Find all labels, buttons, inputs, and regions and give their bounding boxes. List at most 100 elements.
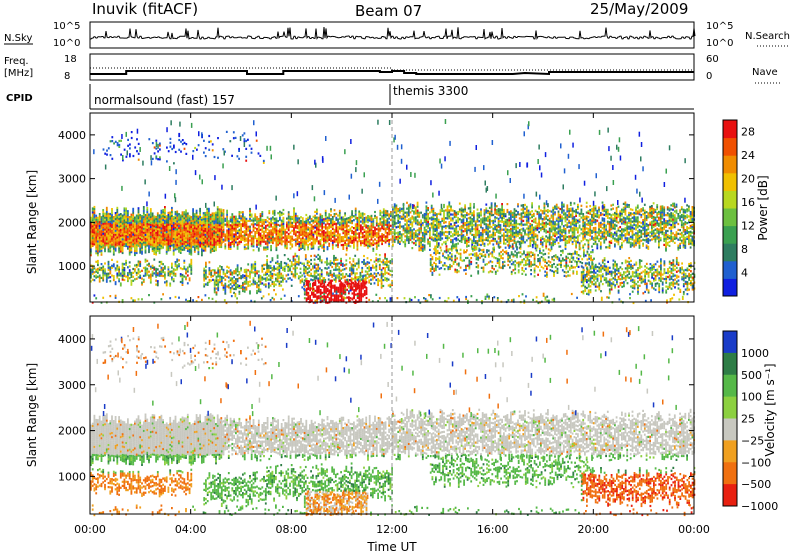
power-scatter-cell [124,237,126,239]
power-scatter-cell [219,275,221,277]
power-scatter-cell [381,277,383,279]
power-scatter-cell [394,211,396,213]
power-scatter-cell [203,238,205,240]
date-title: 25/May/2009 [590,0,688,18]
power-scatter-cell [470,219,472,221]
power-scatter-cell [383,240,385,242]
power-scatter-cell [272,232,274,234]
power-scatter-cell [176,260,178,262]
power-scatter-cell [146,237,148,239]
power-scatter-cell [381,237,383,239]
power-scatter-cell [427,209,429,211]
power-scatter-cell [136,234,138,236]
power-scatter-cell [313,290,315,292]
power-scatter-cell [253,268,255,270]
power-scatter-cell [410,217,412,219]
power-scatter-cell [131,241,133,243]
power-scatter-cell [256,284,258,286]
power-scatter-cell [192,246,194,248]
power-scatter-cell [138,276,140,278]
power-scatter-cell [459,234,461,236]
power-scatter-cell [159,265,161,267]
power-scatter-cell [111,222,113,224]
power-scatter-cell [157,224,159,226]
power-scatter-cell [263,223,265,225]
power-scatter-cell [180,234,182,236]
power-scatter-cell [118,214,120,216]
power-scatter-cell [321,225,323,227]
power-scatter-cell [182,247,184,249]
power-scatter-cell [115,236,117,238]
power-scatter-cell [318,223,320,225]
power-scatter-cell [104,230,106,232]
power-scatter-cell [131,276,133,278]
power-scatter-cell [139,218,141,220]
power-scatter-cell [210,232,212,234]
power-scatter-cell [199,243,201,245]
power-scatter-cell [240,275,242,277]
power-scatter-cell [168,247,170,249]
power-scatter-cell [332,244,334,246]
power-scatter-cell [318,232,320,234]
power-scatter-cell [290,218,292,220]
power-scatter-cell [92,217,94,219]
power-scatter-cell [240,215,242,217]
power-scatter-cell [182,249,184,251]
power-scatter-cell [201,254,203,256]
power-scatter-cell [371,233,373,235]
power-scatter-cell [208,230,210,232]
power-scatter-cell [97,219,99,221]
power-scatter-cell [166,233,168,235]
power-scatter-cell [295,244,297,246]
power-scatter-cell [139,216,141,218]
power-scatter-cell [360,215,362,217]
power-scatter-cell [471,220,473,222]
power-scatter-cell [364,219,366,221]
power-scatter-cell [387,240,389,242]
power-scatter-cell [99,231,101,233]
power-scatter-cell [251,265,253,267]
power-scatter-cell [475,226,477,228]
power-scatter-cell [190,263,192,265]
power-scatter-cell [131,225,133,227]
power-scatter-cell [440,209,442,211]
power-scatter-cell [277,266,279,268]
power-scatter-cell [307,228,309,230]
power-scatter-cell [180,242,182,244]
power-scatter-cell [237,270,239,272]
power-scatter-cell [377,280,379,282]
power-scatter-cell [350,237,352,239]
power-scatter-cell [304,279,306,281]
power-scatter-cell [138,223,140,225]
power-scatter-cell [455,239,457,241]
power-scatter-cell [378,241,380,243]
power-scatter-cell [358,226,360,228]
power-scatter-cell [208,233,210,235]
power-scatter-cell [404,229,406,231]
power-scatter-cell [176,216,178,218]
power-scatter-cell [97,225,99,227]
power-scatter-cell [146,272,148,274]
power-scatter-cell [111,230,113,232]
power-scatter-cell [328,267,330,269]
power-scatter-cell [420,219,422,221]
power-scatter-cell [316,234,318,236]
power-scatter-cell [129,220,131,222]
power-scatter-cell [116,240,118,242]
power-scatter-cell [230,224,232,226]
power-scatter-cell [125,223,127,225]
power-scatter-cell [253,224,255,226]
power-scatter-cell [242,211,244,213]
power-scatter-cell [283,209,285,211]
power-scatter-cell [379,230,381,232]
power-scatter-cell [354,265,356,267]
power-scatter-cell [185,217,187,219]
power-scatter-cell [357,297,359,299]
power-scatter-cell [291,224,293,226]
power-scatter-cell [411,235,413,237]
power-scatter-cell [159,224,161,226]
power-scatter-cell [346,283,348,285]
power-scatter-cell [183,219,185,221]
power-scatter-cell [297,219,299,221]
power-scatter-cell [306,300,308,302]
